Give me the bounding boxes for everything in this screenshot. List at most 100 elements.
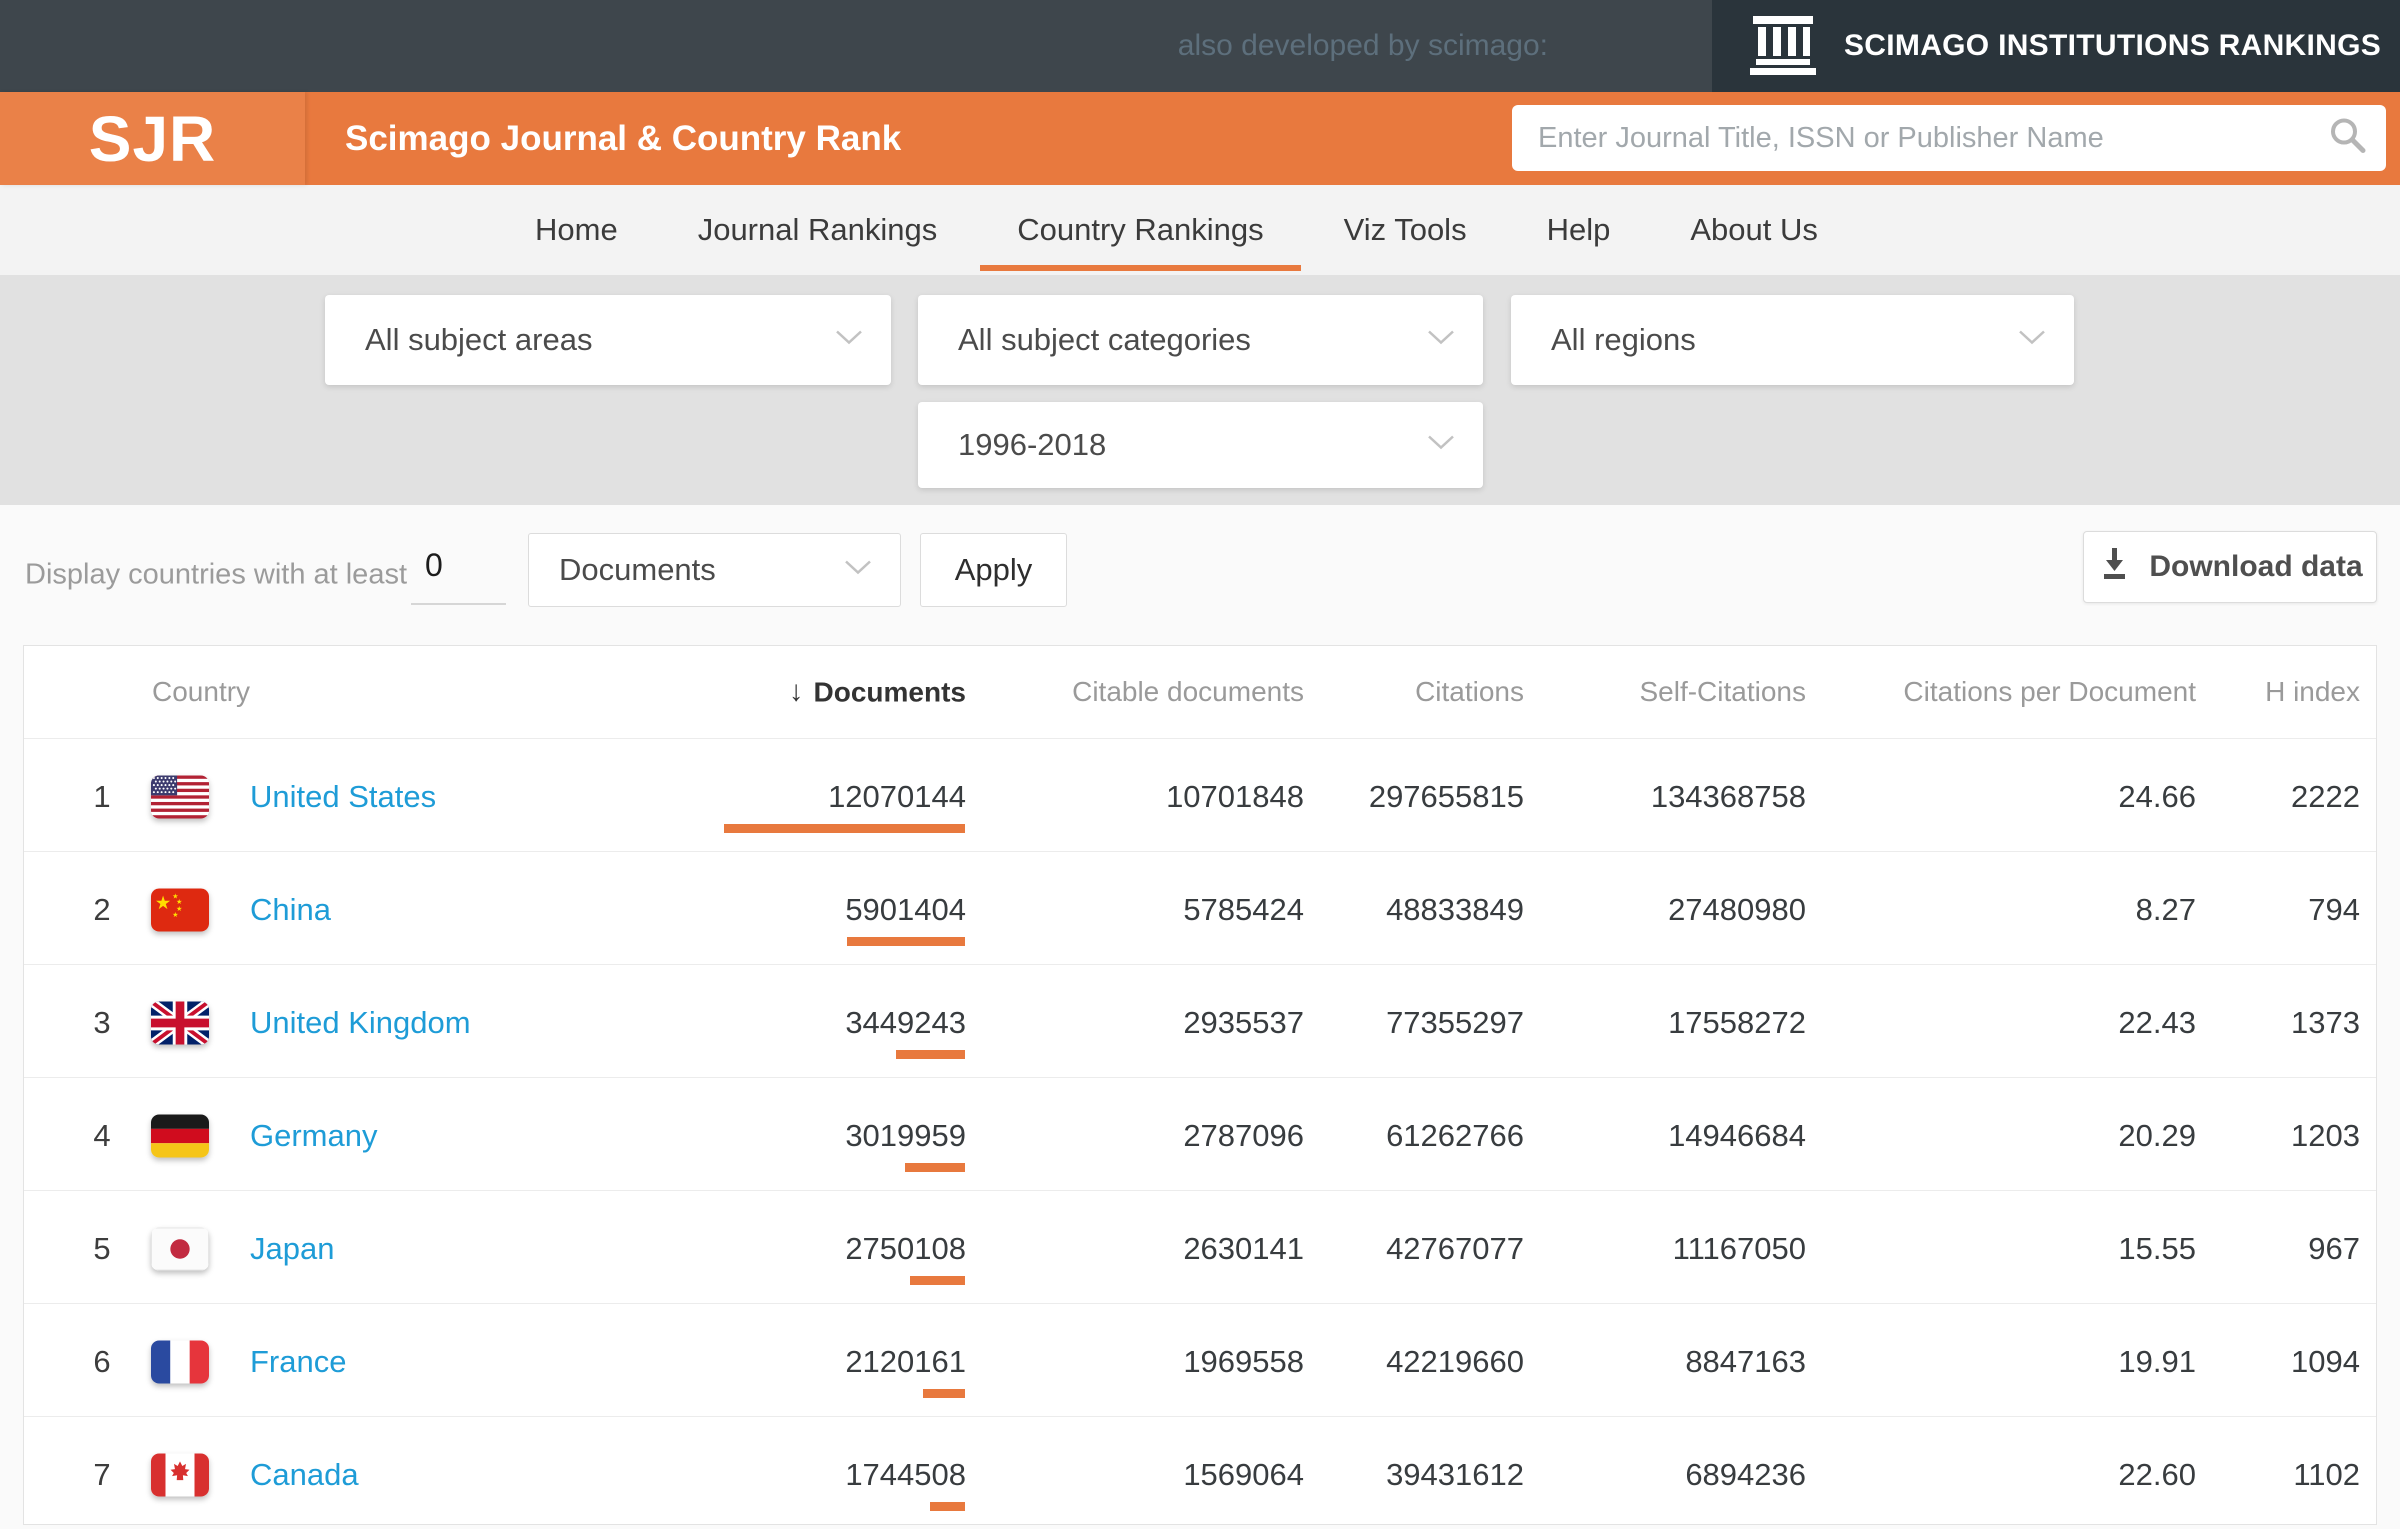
subject-category-dropdown[interactable]: All subject categories — [918, 295, 1483, 385]
country-link-canada[interactable]: Canada — [250, 1457, 359, 1492]
france-flag-icon — [151, 1340, 209, 1384]
year-range-value: 1996-2018 — [958, 427, 1107, 462]
citable-documents-value: 2787096 — [1183, 1118, 1304, 1153]
h-index-value: 794 — [2308, 892, 2360, 927]
citations-per-document-value: 22.43 — [2118, 1005, 2196, 1040]
column-header-citations[interactable]: Citations — [1415, 676, 1524, 707]
self-citations-value: 11167050 — [1672, 1231, 1806, 1266]
column-header-citations-per-document[interactable]: Citations per Document — [1903, 676, 2196, 707]
documents-bar — [910, 1276, 965, 1285]
metric-dropdown[interactable]: Documents — [528, 533, 901, 607]
self-citations-value: 6894236 — [1685, 1457, 1806, 1492]
svg-text:★: ★ — [172, 892, 178, 900]
country-link-china[interactable]: China — [250, 892, 331, 927]
rank-number: 6 — [93, 1344, 111, 1379]
h-index-value: 1203 — [2291, 1118, 2360, 1153]
documents-value: 3449243 — [845, 1005, 966, 1040]
chevron-down-icon — [835, 330, 863, 351]
self-citations-value: 27480980 — [1668, 892, 1806, 927]
citable-documents-value: 1969558 — [1183, 1344, 1304, 1379]
table-row-france: 6 France 2120161 1969558 42219660 8847163 19.9… — [24, 1303, 2376, 1416]
documents-bar — [923, 1389, 965, 1398]
citations-per-document-value: 8.27 — [2135, 892, 2196, 927]
year-range-dropdown[interactable]: 1996-2018 — [918, 402, 1483, 488]
subject-area-dropdown[interactable]: All subject areas — [325, 295, 891, 385]
nav-item-journal-rankings[interactable]: Journal Rankings — [697, 212, 938, 247]
nav-item-about-us[interactable]: About Us — [1690, 212, 1818, 247]
citable-documents-value: 2935537 — [1183, 1005, 1304, 1040]
citations-value: 39431612 — [1386, 1457, 1524, 1492]
table-row-united-kingdom: 3 United Kingdom 3449243 2935537 77355297 175… — [24, 964, 2376, 1077]
citations-value: 42767077 — [1386, 1231, 1524, 1266]
region-dropdown[interactable]: All regions — [1511, 295, 2074, 385]
apply-button[interactable]: Apply — [920, 533, 1067, 607]
citable-documents-value: 2630141 — [1183, 1231, 1304, 1266]
citations-value: 42219660 — [1386, 1344, 1524, 1379]
united-kingdom-flag-icon — [151, 1001, 209, 1045]
citations-value: 61262766 — [1386, 1118, 1524, 1153]
table-header-row: Country ↓ Documents Citable documents Ci… — [24, 646, 2376, 738]
download-icon — [2097, 545, 2131, 589]
min-documents-input[interactable] — [411, 533, 506, 605]
nav-item-country-rankings[interactable]: Country Rankings — [980, 185, 1302, 275]
sort-desc-arrow-icon: ↓ — [789, 675, 804, 708]
country-link-france[interactable]: France — [250, 1344, 347, 1379]
documents-bar — [905, 1163, 965, 1172]
svg-text:★: ★ — [176, 898, 182, 906]
table-row-germany: 4 Germany 3019959 2787096 61262766 14946684 20… — [24, 1077, 2376, 1190]
search-icon[interactable] — [2328, 116, 2368, 161]
table-row-china: ★ ★ ★ ★ ★ 2 China 5901404 5785424 48833849 274… — [24, 851, 2376, 964]
chevron-down-icon — [1427, 330, 1455, 351]
documents-value: 2120161 — [845, 1344, 966, 1379]
citations-per-document-value: 20.29 — [2118, 1118, 2196, 1153]
table-row-japan: 5 Japan 2750108 2630141 42767077 11167050 15.5… — [24, 1190, 2376, 1303]
developed-by-tagline: also developed by scimago: — [1177, 29, 1548, 62]
institution-building-icon — [1748, 13, 1818, 80]
country-link-japan[interactable]: Japan — [250, 1231, 335, 1266]
svg-text:★: ★ — [176, 905, 182, 913]
self-citations-value: 8847163 — [1685, 1344, 1806, 1379]
rank-number: 7 — [93, 1457, 111, 1492]
nav-item-help[interactable]: Help — [1546, 212, 1611, 247]
documents-bar — [896, 1050, 965, 1059]
documents-bar — [724, 824, 965, 833]
column-header-self-citations[interactable]: Self-Citations — [1639, 676, 1806, 707]
nav-item-viz-tools[interactable]: Viz Tools — [1343, 212, 1467, 247]
download-data-button[interactable]: Download data — [2083, 531, 2377, 603]
self-citations-value: 14946684 — [1668, 1118, 1806, 1153]
country-link-united-states[interactable]: United States — [250, 779, 437, 814]
h-index-value: 967 — [2308, 1231, 2360, 1266]
top-bar: also developed by scimago: SCIMAGO INSTI… — [0, 0, 2400, 92]
chevron-down-icon — [844, 560, 872, 581]
scimago-institutions-rankings-link[interactable]: SCIMAGO INSTITUTIONS RANKINGS — [1712, 0, 2400, 92]
table-body: 1 United States 12070144 10701848 297655815 1… — [24, 738, 2376, 1529]
subject-area-value: All subject areas — [365, 322, 593, 357]
column-header-h-index[interactable]: H index — [2265, 676, 2360, 707]
site-title: Scimago Journal & Country Rank — [345, 118, 902, 158]
download-label: Download data — [2149, 550, 2363, 583]
nav-item-home[interactable]: Home — [535, 212, 618, 247]
country-link-united-kingdom[interactable]: United Kingdom — [250, 1005, 471, 1040]
documents-value: 3019959 — [845, 1118, 966, 1153]
h-index-value: 2222 — [2291, 779, 2360, 814]
column-header-documents[interactable]: ↓ Documents — [789, 675, 966, 708]
sir-title: SCIMAGO INSTITUTIONS RANKINGS — [1844, 29, 2382, 62]
citations-per-document-value: 22.60 — [2118, 1457, 2196, 1492]
country-rankings-table: Country ↓ Documents Citable documents Ci… — [23, 645, 2377, 1525]
country-link-germany[interactable]: Germany — [250, 1118, 378, 1153]
rank-number: 5 — [93, 1231, 111, 1266]
filter-band: All subject areas All subject categories… — [0, 275, 2400, 505]
h-index-value: 1102 — [2293, 1457, 2360, 1492]
main-nav: Home Journal Rankings Country Rankings Viz … — [0, 185, 2400, 275]
united-states-flag-icon — [151, 775, 209, 819]
column-header-country[interactable]: Country — [152, 676, 251, 707]
self-citations-value: 134368758 — [1650, 779, 1806, 814]
rank-number: 4 — [93, 1118, 111, 1153]
documents-value: 5901404 — [845, 892, 966, 927]
sjr-logo[interactable]: SJR — [0, 92, 305, 185]
column-header-citable-documents[interactable]: Citable documents — [1072, 676, 1304, 707]
table-controls: Display countries with at least Document… — [0, 505, 2400, 645]
journal-search-input[interactable] — [1512, 105, 2386, 171]
citable-documents-value: 10701848 — [1166, 779, 1304, 814]
documents-value: 1744508 — [845, 1457, 966, 1492]
